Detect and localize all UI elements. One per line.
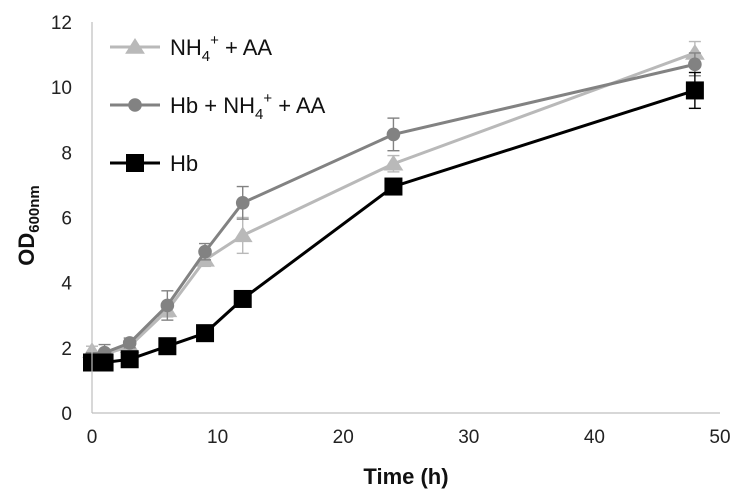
- data-point-circle: [386, 127, 401, 142]
- y-axis-title-main: OD: [14, 233, 39, 266]
- x-tick-label: 50: [709, 427, 730, 448]
- y-tick-label: 12: [51, 13, 72, 34]
- legend-item-0: NH4+ + AA: [110, 32, 272, 65]
- y-tick-label: 2: [61, 339, 72, 360]
- legend-label-subscript: 4: [202, 48, 210, 65]
- data-point-square: [158, 337, 177, 356]
- x-axis-title: Time (h): [363, 464, 448, 489]
- data-point-circle: [128, 98, 142, 112]
- tick-labels: 0 10 20 30 40 50 0 2 4 6 8 10 12: [51, 13, 731, 448]
- plot-area: [82, 40, 705, 372]
- x-tick-label: 30: [458, 427, 479, 448]
- data-point-circle: [235, 196, 250, 210]
- series-0: [82, 40, 705, 362]
- legend-item-1: Hb + NH4+ + AA: [110, 90, 326, 123]
- data-point-circle: [198, 244, 212, 259]
- data-point-triangle: [125, 38, 145, 54]
- y-axis-title-subscript: 600nm: [26, 185, 43, 233]
- y-tick-label: 10: [51, 78, 72, 99]
- x-tick-label: 20: [333, 427, 354, 448]
- data-point-triangle: [383, 154, 404, 171]
- legend-label-base: Hb + NH: [170, 93, 255, 118]
- legend-label-superscript: +: [210, 32, 219, 49]
- legend-label-superscript: +: [263, 90, 272, 107]
- legend-label-base: NH: [170, 35, 202, 60]
- data-point-square: [126, 154, 144, 172]
- data-point-square: [233, 289, 252, 308]
- legend-label-rest: + AA: [272, 93, 326, 118]
- legend-item-2: Hb: [110, 151, 198, 176]
- x-tick-label: 0: [87, 427, 98, 448]
- data-point-circle: [688, 57, 702, 72]
- data-point-square: [384, 177, 403, 196]
- x-tick-label: 40: [584, 427, 605, 448]
- data-point-square: [120, 350, 139, 369]
- y-axis-title: OD600nm: [14, 185, 43, 266]
- data-point-square: [196, 324, 215, 343]
- data-point-triangle: [232, 226, 253, 243]
- legend-label-rest: + AA: [219, 35, 273, 60]
- series-2: [83, 71, 704, 372]
- data-point-square: [95, 353, 114, 372]
- legend-label: Hb: [170, 151, 198, 176]
- y-tick-label: 4: [61, 274, 72, 295]
- data-point-circle: [160, 298, 175, 313]
- legend-label: NH4+ + AA: [170, 32, 272, 65]
- y-tick-label: 8: [61, 143, 72, 164]
- y-tick-label: 6: [61, 209, 72, 230]
- data-point-triangle: [684, 43, 705, 60]
- legend-label-base: Hb: [170, 151, 198, 176]
- x-tick-label: 10: [207, 427, 228, 448]
- y-tick-label: 0: [61, 404, 72, 425]
- data-point-circle: [122, 336, 137, 350]
- data-point-square: [685, 81, 704, 100]
- legend-label-subscript: 4: [255, 106, 263, 123]
- legend-label: Hb + NH4+ + AA: [170, 90, 326, 123]
- axes: [91, 22, 720, 414]
